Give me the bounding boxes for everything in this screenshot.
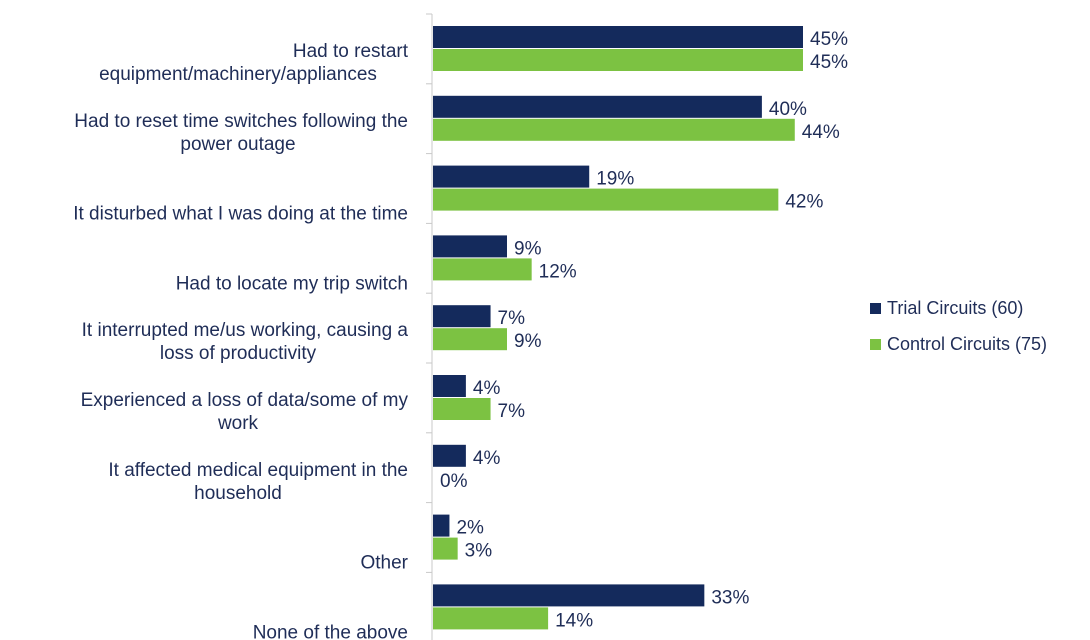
bar-control [433,537,458,560]
value-label-trial: 7% [498,308,526,329]
value-label-control: 3% [465,541,493,562]
category-label-line: loss of productivity [160,343,317,364]
category-label-line: Had to restart [293,41,409,62]
bar-trial [433,444,466,467]
category-label-line: power outage [180,134,295,155]
bar-trial [433,584,705,607]
category-label-line: It interrupted me/us working, causing a [82,320,409,341]
category-label: Had to locate my trip switch [176,273,408,294]
category-label-line: It disturbed what I was doing at the tim… [73,204,408,225]
value-label-control: 14% [555,610,593,631]
bar-control [433,49,803,71]
category-label-line: Had to locate my trip switch [176,273,408,294]
bar-control [433,328,507,351]
bar-control [433,258,532,281]
value-label-trial: 45% [810,29,848,50]
legend-swatch-control [870,339,881,350]
value-label-trial: 2% [456,518,484,539]
category-label-line: It affected medical equipment in the [108,460,408,481]
bar-control [433,398,491,420]
value-label-trial: 4% [473,448,501,469]
category-label: Experienced a loss of data/some of my wor… [81,390,409,434]
value-label-control: 9% [514,331,542,352]
category-label: It affected medical equipment in the hous… [108,460,408,504]
value-label-control: 42% [785,192,823,213]
bar-trial [433,375,466,397]
legend-label-control: Control Circuits (75) [887,334,1047,354]
category-label-line: Had to reset time switches following the [74,111,408,132]
value-label-control: 0% [440,471,468,492]
bar-control [433,607,549,630]
legend-label-trial: Trial Circuits (60) [887,298,1023,318]
bar-trial [433,235,507,258]
labels-layer: 45%45% Had to restart equipment/machinery/… [73,29,848,640]
value-label-control: 44% [802,122,840,143]
category-label: None of the above [253,622,408,640]
value-label-trial: 9% [514,238,542,259]
category-label-line: work [217,413,259,434]
bar-trial [433,305,491,328]
category-label: Had to reset time switches following the… [74,111,408,155]
bar-trial [433,514,450,537]
category-label-line: Other [360,553,408,574]
category-label-line: household [194,483,282,504]
axis-layer [426,13,433,640]
value-label-control: 7% [498,401,526,422]
bar-control [433,188,779,211]
category-label: It disturbed what I was doing at the tim… [73,204,408,225]
bar-trial [433,26,803,48]
category-label: Had to restart equipment/machinery/applia… [99,41,409,85]
value-label-trial: 19% [596,169,634,190]
category-label-line: None of the above [253,622,408,640]
bars-layer [433,26,803,630]
bar-trial [433,95,762,118]
value-label-trial: 4% [473,378,501,399]
category-label: Other [360,553,408,574]
value-label-control: 12% [539,261,577,282]
category-label-line: Experienced a loss of data/some of my [81,390,409,411]
bar-trial [433,165,590,188]
value-label-control: 45% [810,52,848,73]
legend: Trial Circuits (60) Control Circuits (75) [870,298,1047,354]
legend-swatch-trial [870,303,881,314]
bar-control [433,118,795,141]
value-label-trial: 40% [769,99,807,120]
value-label-trial: 33% [711,587,749,608]
category-label-line: equipment/machinery/appliances [99,64,377,85]
